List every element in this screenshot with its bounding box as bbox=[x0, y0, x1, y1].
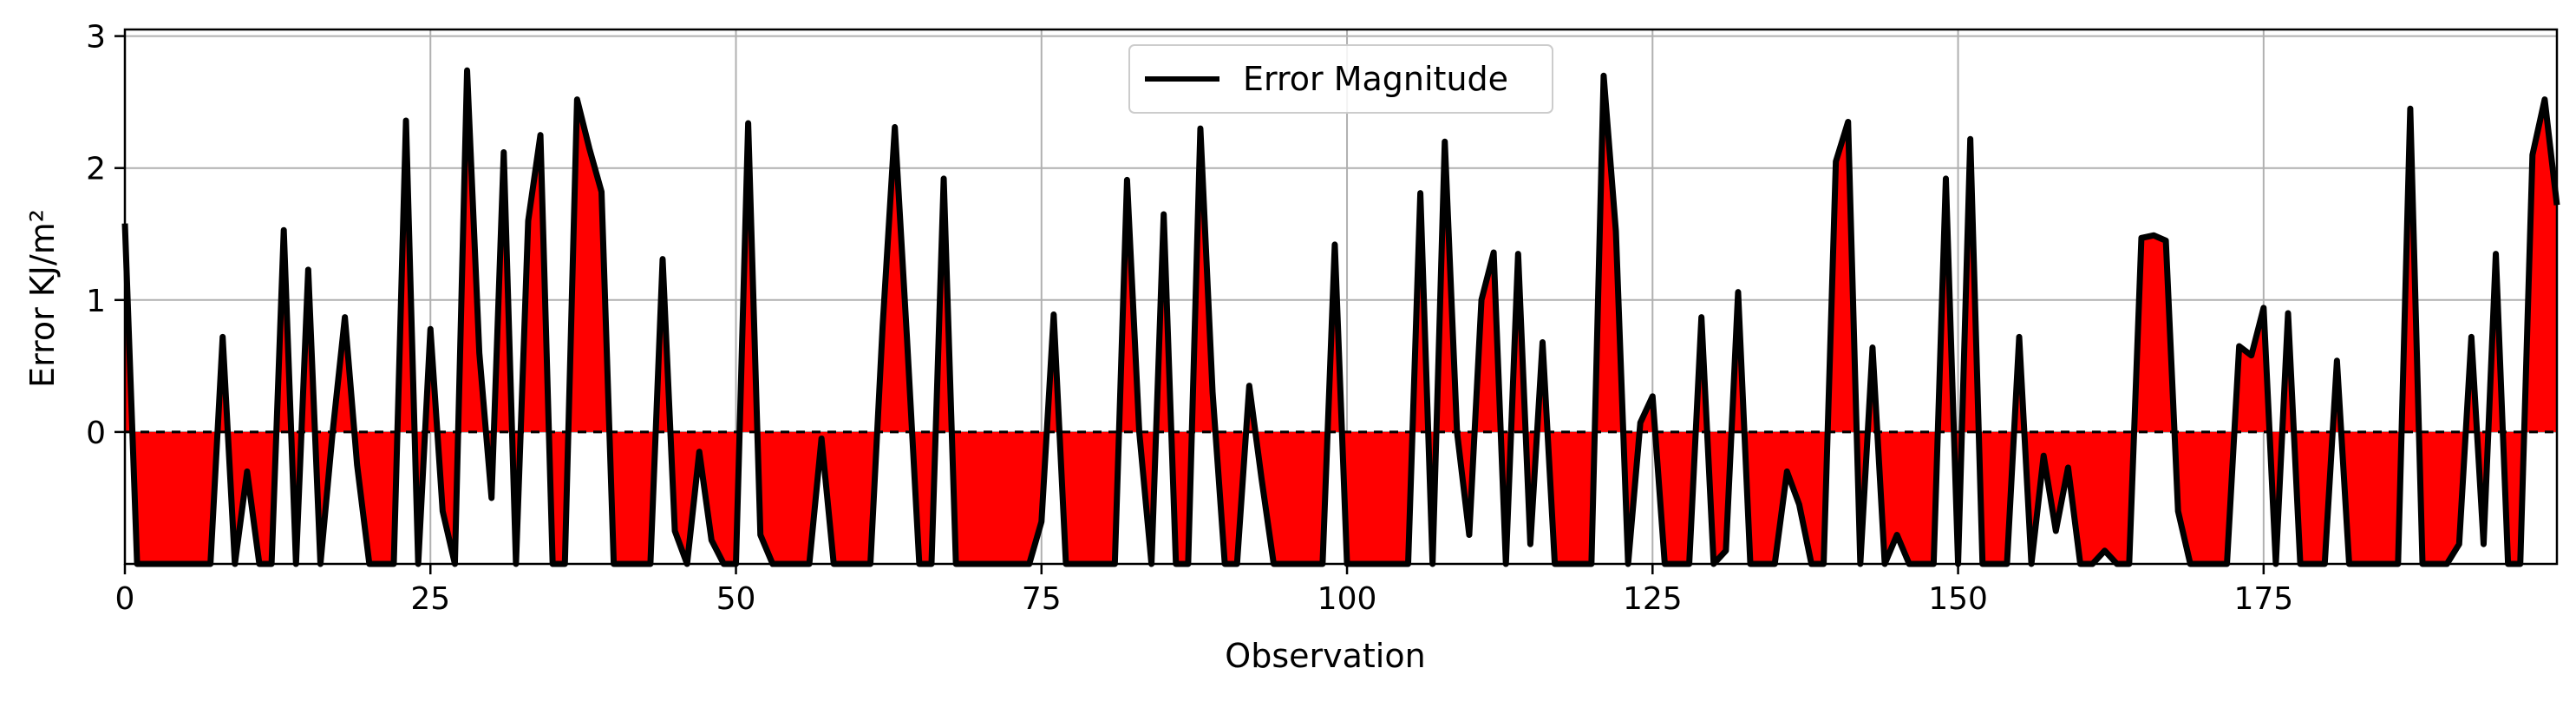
y-tick-label: 2 bbox=[86, 152, 106, 187]
legend: Error Magnitude bbox=[1128, 44, 1553, 114]
x-tick-label: 100 bbox=[1317, 581, 1377, 617]
y-tick-label: 3 bbox=[86, 20, 106, 56]
x-tick-label: 50 bbox=[716, 581, 756, 617]
x-tick-label: 25 bbox=[410, 581, 450, 617]
x-tick-label: 75 bbox=[1022, 581, 1062, 617]
series-line-error-magnitude bbox=[121, 67, 2560, 567]
y-axis-label: Error KJ/m² bbox=[23, 209, 62, 388]
legend-box bbox=[1128, 44, 1553, 114]
axes-layer: 0 25 50 75 100 125 150 175 0 1 2 3 bbox=[86, 20, 2559, 617]
fill-layer bbox=[125, 70, 2557, 564]
x-tick-label: 175 bbox=[2233, 581, 2293, 617]
plot-frame bbox=[123, 28, 2559, 566]
x-tick-label: 125 bbox=[1623, 581, 1683, 617]
line-layer bbox=[121, 67, 2560, 567]
x-axis-label: Observation bbox=[1225, 637, 1425, 675]
y-tick-label: 1 bbox=[86, 284, 106, 319]
legend-label: Error Magnitude bbox=[1243, 60, 1508, 98]
x-tick-label: 150 bbox=[1928, 581, 1988, 617]
error-fill-area bbox=[125, 70, 2557, 564]
x-tick-label: 0 bbox=[115, 581, 135, 617]
y-tick-label: 0 bbox=[86, 416, 106, 451]
